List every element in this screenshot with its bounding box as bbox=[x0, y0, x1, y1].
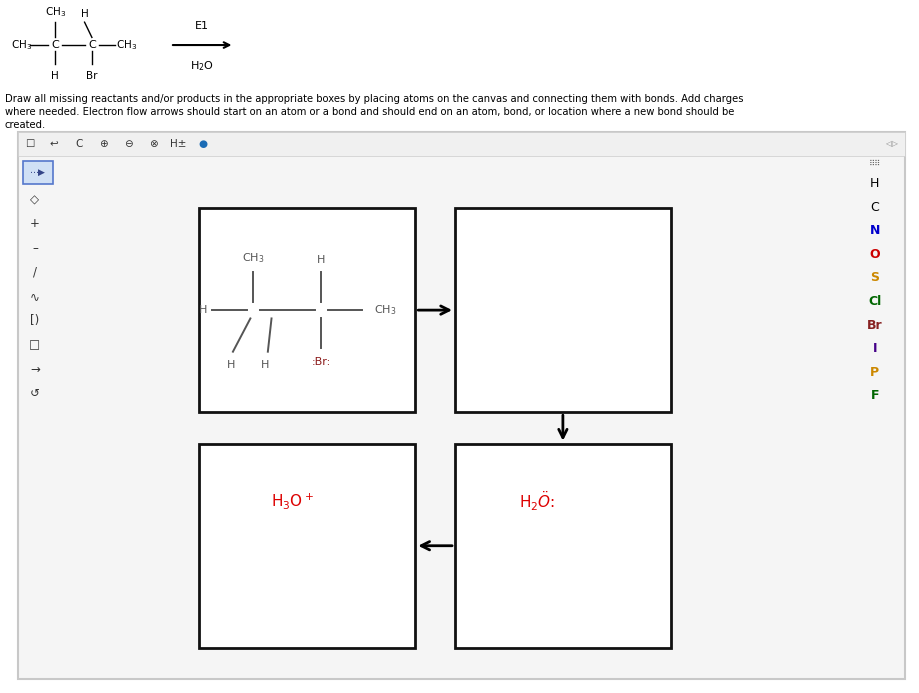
Text: P: P bbox=[870, 366, 879, 378]
Text: →: → bbox=[30, 363, 40, 376]
Text: /: / bbox=[33, 266, 37, 279]
Text: ↺: ↺ bbox=[30, 387, 40, 400]
Text: E1: E1 bbox=[195, 21, 210, 31]
Text: O: O bbox=[869, 248, 880, 261]
Text: CH$_3$: CH$_3$ bbox=[374, 304, 397, 317]
Text: CH$_3$: CH$_3$ bbox=[11, 38, 32, 52]
Text: ⊕: ⊕ bbox=[99, 139, 108, 149]
Text: ⊖: ⊖ bbox=[124, 139, 133, 149]
Text: S: S bbox=[870, 272, 879, 284]
Text: CH$_3$: CH$_3$ bbox=[116, 38, 137, 52]
Text: ◁▷: ◁▷ bbox=[885, 139, 898, 148]
Text: C: C bbox=[88, 40, 96, 50]
Text: –: – bbox=[32, 242, 38, 254]
Text: CH$_3$: CH$_3$ bbox=[242, 252, 265, 265]
Text: H±: H± bbox=[170, 139, 187, 149]
Text: ∿: ∿ bbox=[30, 290, 40, 303]
Text: H: H bbox=[81, 9, 88, 19]
Text: Br: Br bbox=[867, 319, 883, 331]
Text: ◇: ◇ bbox=[30, 193, 40, 206]
Text: H: H bbox=[317, 255, 325, 265]
Text: I: I bbox=[873, 342, 877, 355]
Text: □: □ bbox=[29, 339, 40, 351]
Text: [): [) bbox=[30, 315, 40, 327]
Text: :Br:: :Br: bbox=[312, 358, 331, 367]
Text: F: F bbox=[870, 389, 879, 402]
Bar bbox=[199, 208, 415, 412]
Text: H: H bbox=[261, 360, 269, 370]
Text: ☐: ☐ bbox=[25, 139, 34, 149]
Bar bbox=[18, 132, 905, 156]
Text: H$_2\ddot{O}$:: H$_2\ddot{O}$: bbox=[519, 489, 555, 513]
Text: Br: Br bbox=[86, 71, 97, 81]
Text: ⠿⠿: ⠿⠿ bbox=[868, 159, 881, 167]
Text: C: C bbox=[75, 139, 83, 149]
Text: H$_2$O: H$_2$O bbox=[190, 59, 214, 73]
Text: H: H bbox=[227, 360, 235, 370]
Text: ⊗: ⊗ bbox=[149, 139, 158, 149]
Bar bbox=[23, 161, 53, 184]
Bar bbox=[199, 444, 415, 648]
Bar bbox=[455, 208, 671, 412]
Text: ●: ● bbox=[199, 139, 208, 149]
Text: Cl: Cl bbox=[868, 295, 881, 308]
Bar bbox=[18, 132, 905, 679]
Text: +: + bbox=[30, 218, 40, 230]
Text: C: C bbox=[51, 40, 59, 50]
Text: H: H bbox=[51, 71, 59, 81]
Text: H$_3$O$^+$: H$_3$O$^+$ bbox=[271, 491, 313, 511]
Text: N: N bbox=[869, 225, 880, 237]
Text: CH$_3$: CH$_3$ bbox=[44, 5, 66, 19]
Text: H: H bbox=[199, 305, 207, 315]
Text: C: C bbox=[870, 201, 879, 213]
Text: Draw all missing reactants and/or products in the appropriate boxes by placing a: Draw all missing reactants and/or produc… bbox=[5, 94, 743, 130]
Text: H: H bbox=[870, 177, 879, 190]
Text: ⋯▶: ⋯▶ bbox=[29, 168, 46, 177]
Bar bbox=[455, 444, 671, 648]
Text: ↩: ↩ bbox=[50, 139, 59, 149]
